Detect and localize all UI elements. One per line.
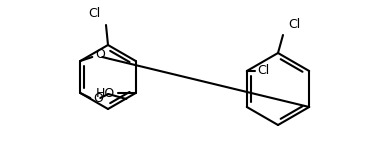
Text: O: O xyxy=(95,49,105,62)
Text: HO: HO xyxy=(96,87,115,100)
Text: Cl: Cl xyxy=(88,7,100,20)
Text: Cl: Cl xyxy=(288,18,300,31)
Text: Cl: Cl xyxy=(257,63,269,76)
Text: O: O xyxy=(93,92,103,106)
